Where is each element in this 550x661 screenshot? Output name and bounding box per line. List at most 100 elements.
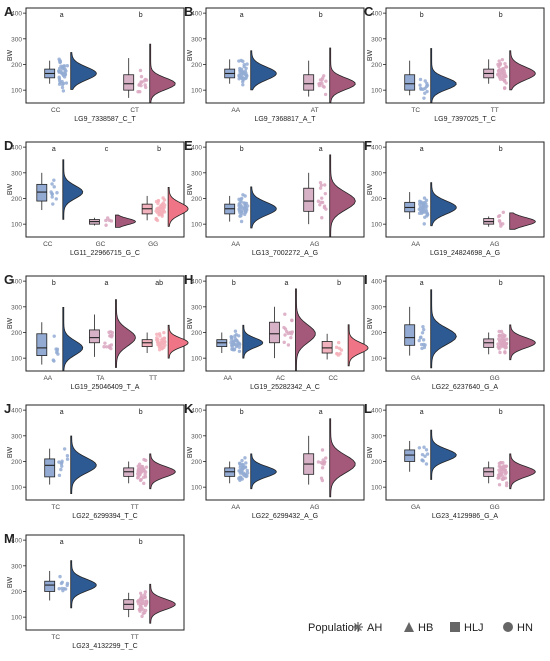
panel-i-ytick-label: 100 bbox=[371, 356, 382, 363]
panel-d-group-gc-violin bbox=[115, 214, 136, 228]
panel-k-group-ag-violin bbox=[329, 418, 356, 498]
panel-g-group-tt-point bbox=[161, 341, 165, 345]
panel-l-ytick-label: 300 bbox=[371, 433, 382, 440]
panel-f-group-aa-point bbox=[423, 200, 427, 205]
panel-l-ytick-label: 400 bbox=[371, 408, 382, 415]
panel-g-group-ta-violin bbox=[115, 299, 136, 368]
panel-m-group-tt-point bbox=[138, 599, 143, 603]
panel-c-xlabel: LG9_7397025_T_C bbox=[434, 116, 496, 123]
panel-e-group-ag-point bbox=[322, 204, 327, 208]
panel-b-group-aa-point bbox=[245, 62, 249, 66]
panel-a-ylabel: BW bbox=[7, 49, 14, 61]
panel-l-group-gg-point bbox=[501, 477, 505, 482]
panel-h-group-ac-violin bbox=[295, 288, 316, 371]
panel-i-group-ga-point bbox=[421, 338, 426, 342]
panel-b-ytick-label: 100 bbox=[191, 88, 202, 95]
panel-b-group-at-xtick-label: AT bbox=[311, 107, 319, 114]
panel-l-group-gg-point bbox=[499, 461, 503, 465]
panel-m-ytick-label: 100 bbox=[11, 615, 22, 622]
panel-e-group-ag-point bbox=[320, 216, 324, 220]
panel-h-ytick-label: 100 bbox=[191, 356, 202, 363]
panel-h-group-cc-point bbox=[334, 345, 339, 350]
panel-h-group-aa-point bbox=[229, 340, 233, 345]
panel-e-group-ag-point bbox=[323, 191, 328, 196]
panel-d-letter: D bbox=[4, 138, 13, 153]
panel-d-frame bbox=[25, 141, 185, 238]
panel-i-group-gg-xtick-label: GG bbox=[490, 375, 500, 382]
panel-a-group-ct-xtick-label: CT bbox=[130, 107, 139, 114]
panel-c-group-tc-point bbox=[425, 89, 429, 94]
panel-i-group-gg-point bbox=[496, 345, 500, 349]
panel-g-frame bbox=[25, 275, 185, 372]
panel-i-group-ga-point bbox=[421, 325, 425, 329]
panel-c-group-tt-point bbox=[497, 59, 501, 63]
panel-c-group-tt-point bbox=[497, 69, 501, 73]
panel-c-group-tt-point bbox=[497, 72, 502, 76]
panel-m-group-tt-point bbox=[139, 595, 143, 600]
panel-k-group-aa-point bbox=[244, 461, 248, 465]
panel-h-group-aa-point bbox=[237, 349, 242, 354]
panel-b-group-aa-point bbox=[238, 68, 242, 73]
panel-m-group-tc-point bbox=[62, 586, 66, 591]
panel-e-group-ag-violin bbox=[329, 154, 356, 237]
panel-i-group-ga-point bbox=[422, 327, 426, 332]
panel-e-group-ag-point bbox=[324, 207, 328, 211]
panel-h-group-ac-point bbox=[283, 333, 287, 337]
panel-g-ytick-label: 100 bbox=[11, 356, 22, 363]
panel-c-group-tc-point bbox=[425, 83, 430, 88]
panel-k-group-aa-point bbox=[240, 458, 244, 463]
panel-k-group-aa-point bbox=[238, 465, 242, 470]
panel-d-group-gg-point bbox=[161, 208, 166, 213]
legend-hn-circle-icon bbox=[503, 622, 513, 632]
panel-h-group-cc-point bbox=[337, 340, 341, 345]
panel-c-group-tt-xtick-label: TT bbox=[491, 107, 499, 114]
panel-l-group-ga-point bbox=[420, 452, 425, 457]
panel-a-ytick-label: 100 bbox=[11, 88, 22, 95]
panel-j-group-tt-sig-letter: b bbox=[139, 409, 143, 416]
legend-hlj-label: HLJ bbox=[464, 622, 484, 634]
panel-m-group-tc-point bbox=[58, 574, 62, 579]
panel-c-group-tc-point bbox=[419, 86, 423, 90]
panel-l-group-gg-point bbox=[503, 468, 507, 472]
panel-m-group-tt-point bbox=[143, 593, 147, 597]
panel-h-group-aa-point bbox=[229, 335, 234, 340]
panel-e-group-ag-point bbox=[319, 183, 324, 188]
panel-m-ylabel: BW bbox=[7, 576, 14, 588]
panel-c-group-tc-violin bbox=[430, 48, 457, 103]
panel-j-group-tt-point bbox=[144, 465, 149, 469]
panel-i-letter: I bbox=[364, 272, 368, 287]
panel-h-group-aa-point bbox=[237, 345, 242, 349]
panel-h-group-cc-point bbox=[337, 346, 342, 350]
panel-b-group-at-point bbox=[324, 79, 328, 83]
panel-b-group-at-sig-letter: b bbox=[319, 12, 323, 19]
panel-f-ytick-label: 200 bbox=[371, 196, 382, 203]
panel-c-group-tc-box bbox=[404, 74, 416, 91]
panel-a-group-cc-point bbox=[58, 60, 62, 65]
legend-hn-label: HN bbox=[517, 622, 533, 634]
panel-f-group-ag-xtick-label: AG bbox=[490, 241, 499, 248]
panel-d-group-cc-sig-letter: a bbox=[52, 146, 56, 153]
panel-d-group-gg-point bbox=[162, 205, 166, 210]
panel-h-group-aa-violin bbox=[242, 324, 264, 359]
panel-f-group-aa-sig-letter: a bbox=[420, 146, 424, 153]
panel-b-group-at-point bbox=[320, 81, 324, 85]
panel-m-group-tt-xtick-label: TT bbox=[131, 634, 139, 641]
panel-k-ytick-label: 400 bbox=[191, 408, 202, 415]
panel-k-group-ag-point bbox=[319, 460, 323, 465]
panel-a-group-cc-point bbox=[61, 71, 65, 76]
panel-h-group-aa-sig-letter: b bbox=[232, 280, 236, 287]
panel-j-group-tt-point bbox=[136, 469, 140, 474]
panel-i-group-gg-point bbox=[502, 338, 507, 343]
panel-e-group-aa-violin bbox=[250, 186, 277, 229]
panel-f-ytick-label: 300 bbox=[371, 170, 382, 177]
panel-l-xlabel: LG23_4129986_G_A bbox=[432, 513, 498, 520]
panel-j-ytick-label: 300 bbox=[11, 433, 22, 440]
panel-l-group-gg-point bbox=[504, 483, 509, 488]
panel-h-group-ac-point bbox=[289, 332, 294, 336]
panel-e-group-ag-point bbox=[318, 180, 323, 185]
panel-l-group-gg-point bbox=[497, 464, 502, 468]
panel-e-ytick-label: 100 bbox=[191, 222, 202, 229]
panel-f-group-ag-point bbox=[501, 210, 506, 215]
panel-h-group-aa-xtick-label: AA bbox=[223, 375, 232, 382]
panel-l-group-gg-point bbox=[504, 481, 509, 485]
